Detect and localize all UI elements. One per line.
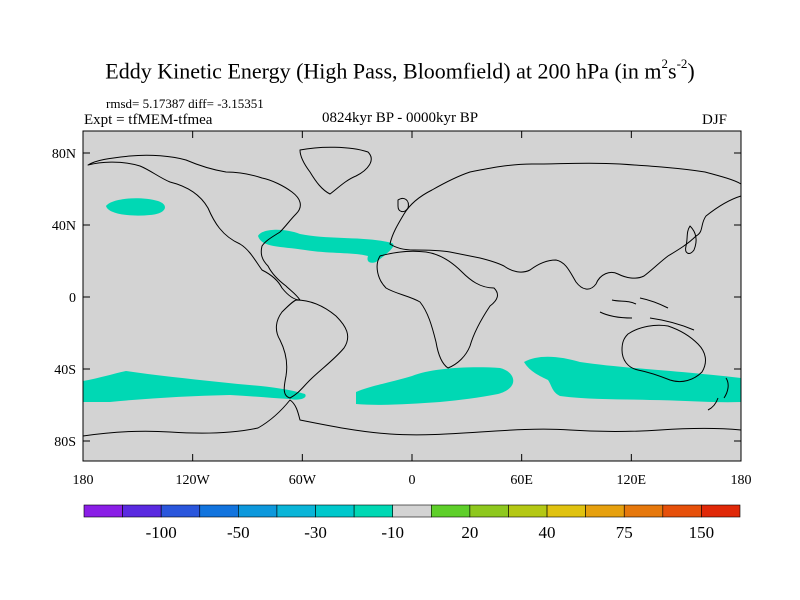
coast-south-america (275, 299, 349, 399)
coast-eurasia (389, 162, 742, 290)
coast-antarctica (82, 399, 742, 437)
colorbar-label: 40 (539, 523, 556, 542)
colorbar-swatch (430, 504, 471, 518)
coast-new-zealand (707, 377, 729, 411)
colorbar-label: -10 (381, 523, 404, 542)
colorbar-swatch (83, 504, 123, 518)
period-label: 0824kyr BP - 0000kyr BP (322, 110, 479, 126)
anomaly-south-atlantic (356, 367, 514, 405)
lon-tick-label: 180 (73, 473, 94, 488)
colorbar-swatch (353, 504, 394, 518)
lon-tick-label: 0 (409, 473, 416, 488)
map-frame (82, 130, 742, 462)
stats-label: rmsd= 5.17387 diff= -3.15351 (106, 96, 264, 111)
colorbar-swatch (662, 504, 702, 518)
title-unit-exp2: -2 (676, 56, 688, 71)
colorbar-swatch (508, 504, 548, 518)
lon-tick-label: 180 (731, 473, 752, 488)
colorbar-label: 20 (461, 523, 478, 542)
colorbar-swatch (623, 504, 664, 518)
coast-japan (685, 225, 697, 254)
colorbar-label: -50 (227, 523, 250, 542)
colorbar-swatch (199, 504, 239, 518)
lon-tick-label: 120W (176, 473, 211, 488)
lat-tick-label: 0 (69, 291, 76, 306)
title-unit-base: s (668, 58, 677, 84)
lat-tick-label: 80N (52, 147, 76, 162)
colorbar-swatch (276, 504, 316, 518)
anomaly-north-pacific (106, 198, 165, 216)
colorbar-swatch (585, 504, 625, 518)
colorbar-label: 75 (616, 523, 633, 542)
lat-tick-label: 80S (54, 435, 76, 450)
colorbar-swatch (469, 504, 509, 518)
lat-tick-label: 40N (52, 219, 76, 234)
coast-north-america (87, 154, 301, 301)
coast-maritime-continent (599, 297, 695, 331)
map-title: Eddy Kinetic Energy (High Pass, Bloomfie… (0, 56, 800, 84)
coast-greenland (299, 146, 372, 195)
coast-africa (376, 250, 498, 369)
anomaly-south-pacific (83, 371, 306, 402)
map-background (83, 131, 741, 461)
colorbar-swatch (392, 504, 432, 518)
experiment-label: Expt = tfMEM-tfmea (84, 112, 213, 128)
colorbar-swatch (546, 504, 586, 518)
colorbar-swatch (315, 504, 355, 518)
coast-britain (397, 197, 409, 213)
anomaly-north-atlantic (258, 229, 394, 263)
season-label: DJF (702, 112, 728, 128)
coast-australia (621, 324, 706, 383)
colorbar-label: -100 (146, 523, 177, 542)
colorbar-swatch (160, 504, 201, 518)
anomaly-southern-indian (524, 356, 741, 403)
title-close: ) (687, 58, 695, 84)
title-unit-exp1: 2 (661, 56, 669, 71)
title-text: Eddy Kinetic Energy (High Pass, Bloomfie… (105, 58, 662, 84)
colorbar-swatch (701, 504, 741, 518)
colorbar-label: 150 (689, 523, 715, 542)
lon-tick-label: 60E (510, 473, 533, 488)
colorbar-swatch (238, 504, 278, 518)
lon-tick-label: 60W (289, 473, 317, 488)
lat-tick-label: 40S (54, 363, 76, 378)
lon-tick-label: 120E (617, 473, 647, 488)
colorbar-swatch (122, 504, 162, 518)
colorbar-label: -30 (304, 523, 327, 542)
